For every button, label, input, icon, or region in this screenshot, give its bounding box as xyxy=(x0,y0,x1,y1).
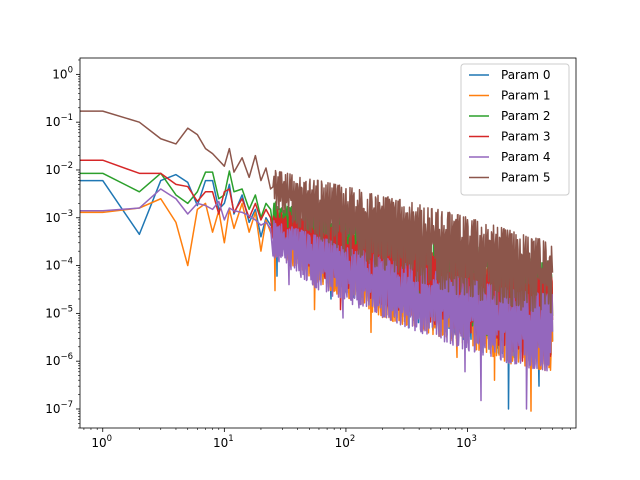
legend-label: Param 1 xyxy=(501,89,550,103)
legend-label: Param 5 xyxy=(501,171,550,185)
legend: Param 0 Param 1 Param 2 Param 3 Param 4 Param… xyxy=(460,63,570,196)
legend-box xyxy=(460,63,570,196)
legend-entry-param-1: Param 1 xyxy=(469,89,550,103)
legend-entry-param-3: Param 3 xyxy=(469,130,550,144)
legend-entry-param-0: Param 0 xyxy=(469,68,550,82)
legend-label: Param 0 xyxy=(501,68,550,82)
legend-label: Param 3 xyxy=(501,130,550,144)
legend-entry-param-2: Param 2 xyxy=(469,109,550,123)
series-line-param-4 xyxy=(80,188,554,410)
legend-label: Param 4 xyxy=(501,150,550,164)
legend-entry-param-4: Param 4 xyxy=(469,150,550,164)
legend-entry-param-5: Param 5 xyxy=(469,171,550,185)
series-line-param-5 xyxy=(80,110,554,314)
series-layer xyxy=(80,110,554,412)
legend-label: Param 2 xyxy=(501,109,550,123)
